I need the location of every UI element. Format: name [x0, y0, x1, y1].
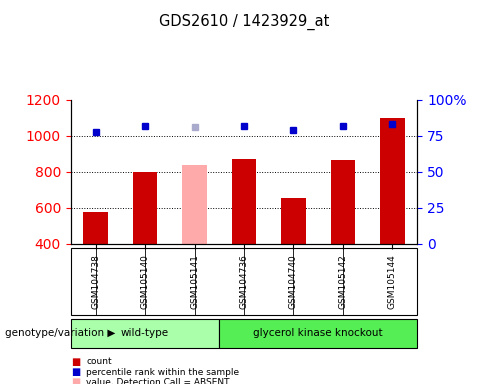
Text: GSM104736: GSM104736 [240, 254, 248, 309]
Text: GSM105142: GSM105142 [339, 254, 347, 309]
Bar [83, 212, 108, 244]
Text: GSM105140: GSM105140 [141, 254, 149, 309]
Text: percentile rank within the sample: percentile rank within the sample [86, 367, 240, 377]
Text: ■: ■ [71, 377, 80, 384]
Text: wild-type: wild-type [121, 328, 169, 338]
Bar [331, 160, 355, 244]
Text: ■: ■ [71, 367, 80, 377]
Bar [182, 165, 207, 244]
Text: GSM105141: GSM105141 [190, 254, 199, 309]
Text: glycerol kinase knockout: glycerol kinase knockout [253, 328, 383, 338]
Text: ■: ■ [71, 357, 80, 367]
Text: count: count [86, 357, 112, 366]
Bar [281, 198, 306, 244]
Bar [380, 118, 405, 244]
Text: GSM104740: GSM104740 [289, 254, 298, 309]
Text: value, Detection Call = ABSENT: value, Detection Call = ABSENT [86, 378, 230, 384]
Text: GSM105144: GSM105144 [388, 254, 397, 309]
Text: GDS2610 / 1423929_at: GDS2610 / 1423929_at [159, 13, 329, 30]
Text: genotype/variation ▶: genotype/variation ▶ [5, 328, 115, 338]
Text: GSM104738: GSM104738 [91, 254, 100, 309]
Bar [133, 172, 157, 244]
Bar [232, 159, 256, 244]
